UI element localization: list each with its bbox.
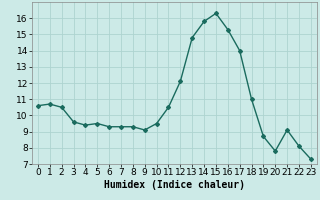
X-axis label: Humidex (Indice chaleur): Humidex (Indice chaleur) xyxy=(104,180,245,190)
